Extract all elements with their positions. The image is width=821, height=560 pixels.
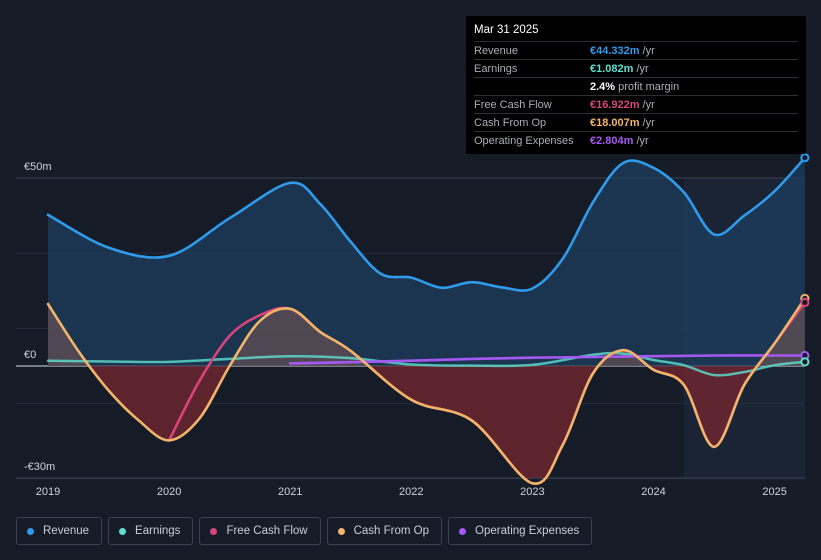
tooltip-unit: /yr: [642, 44, 655, 57]
x-tick-label: 2024: [641, 486, 665, 498]
revenue-line: [46, 156, 807, 292]
legend-dot-icon: [459, 527, 467, 535]
tooltip-row: Cash From Op €18.007m/yr: [474, 113, 798, 131]
tooltip-row: Operating Expenses €2.804m/yr: [474, 131, 798, 149]
financials-chart: €50m €0 -€30m 2019 2020 2021 2022 2023 2024 2025: [16, 153, 810, 498]
tooltip-value: €2.804m: [590, 134, 634, 147]
tooltip-label: Revenue: [474, 44, 519, 57]
cash-from-op-line: [46, 297, 807, 485]
free-cash-flow-end-marker: [800, 297, 810, 308]
tooltip-unit: /yr: [642, 116, 655, 129]
legend-label: Earnings: [135, 525, 181, 537]
legend-dot-icon: [210, 527, 218, 535]
y-tick-label: -€30m: [24, 461, 55, 473]
legend-dot-icon: [337, 527, 345, 535]
cash-flow-negative-area: [48, 366, 805, 478]
series-lines: [46, 156, 807, 485]
tooltip-value: 2.4%: [590, 80, 616, 93]
tooltip-label: Cash From Op: [474, 116, 547, 129]
legend-item-revenue[interactable]: Revenue: [16, 517, 103, 545]
tooltip-label: Free Cash Flow: [474, 98, 552, 111]
legend-label: Operating Expenses: [475, 525, 580, 537]
tooltip-unit: /yr: [636, 62, 649, 75]
legend-item-operating-expenses[interactable]: Operating Expenses: [448, 517, 593, 545]
series-end-markers: [800, 153, 810, 367]
x-tick-label: 2022: [399, 486, 423, 498]
tooltip-unit: profit margin: [618, 80, 680, 93]
x-tick-label: 2025: [762, 486, 786, 498]
series-areas: [48, 157, 805, 478]
legend-dot-icon: [119, 527, 127, 535]
tooltip-unit: /yr: [636, 134, 649, 147]
legend-label: Free Cash Flow: [226, 525, 308, 537]
tooltip-row: Revenue €44.332m/yr: [474, 41, 798, 59]
tooltip-rows: Revenue €44.332m/yr Earnings €1.082m/yr 2.4%…: [474, 41, 798, 149]
legend-item-earnings[interactable]: Earnings: [108, 517, 194, 545]
tooltip-label: Operating Expenses: [474, 134, 574, 147]
tooltip-unit: /yr: [642, 98, 655, 111]
y-axis-ticks: €50m €0 -€30m: [24, 161, 55, 473]
x-tick-label: 2021: [278, 486, 302, 498]
tooltip-label: Earnings: [474, 62, 518, 75]
x-tick-label: 2020: [157, 486, 181, 498]
tooltip-date: Mar 31 2025: [474, 24, 539, 36]
tooltip-row: Earnings €1.082m/yr: [474, 59, 798, 77]
x-axis-ticks: 2019 2020 2021 2022 2023 2024 2025: [36, 486, 787, 498]
operating-expenses-line: [288, 354, 807, 365]
chart-legend: Revenue Earnings Free Cash Flow Cash From O…: [16, 517, 593, 547]
x-tick-label: 2023: [520, 486, 544, 498]
y-tick-label: €0: [24, 349, 36, 361]
legend-item-cash-from-op[interactable]: Cash From Op: [326, 517, 443, 545]
tooltip-value: €1.082m: [590, 62, 634, 75]
tooltip-value: €44.332m: [590, 44, 640, 57]
revenue-area: [48, 157, 805, 366]
tooltip-value: €18.007m: [590, 116, 640, 129]
tooltip-value: €16.922m: [590, 98, 640, 111]
y-tick-label: €50m: [24, 161, 52, 173]
tooltip-row: 2.4% profit margin: [474, 77, 798, 95]
legend-item-free-cash-flow[interactable]: Free Cash Flow: [199, 517, 321, 545]
legend-dot-icon: [27, 527, 34, 535]
legend-label: Cash From Op: [353, 525, 430, 537]
x-tick-label: 2019: [36, 486, 60, 498]
tooltip-panel: Mar 31 2025 Revenue €44.332m/yr Earnings €1…: [466, 16, 806, 154]
earnings-end-marker: [800, 357, 810, 367]
revenue-end-marker: [800, 153, 810, 163]
tooltip-row: Free Cash Flow €16.922m/yr: [474, 95, 798, 113]
legend-label: Revenue: [43, 525, 90, 537]
